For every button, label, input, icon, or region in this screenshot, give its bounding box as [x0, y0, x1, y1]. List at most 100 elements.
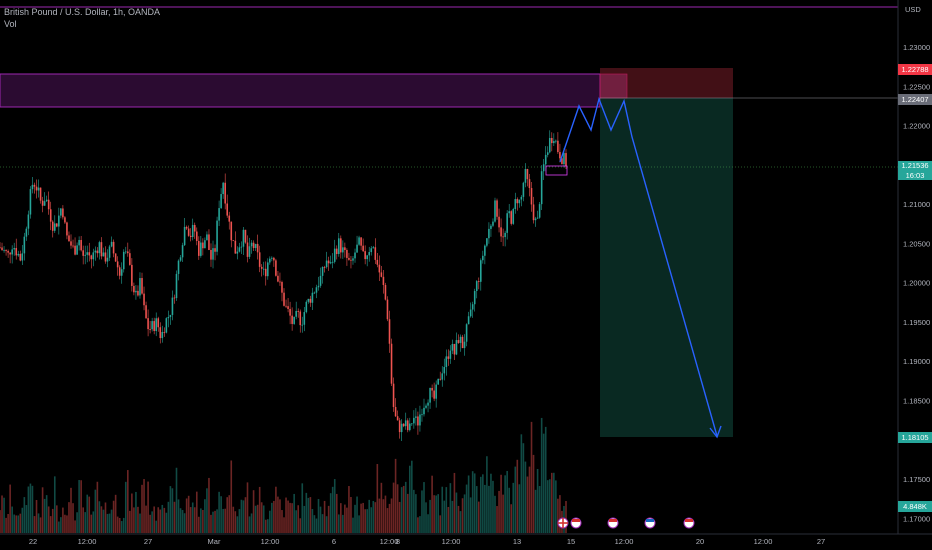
candle-body [498, 216, 500, 228]
volume-bar [246, 482, 249, 533]
volume-bar [285, 497, 287, 533]
volume-bar [396, 484, 399, 533]
volume-bar [31, 485, 34, 533]
stop-loss-zone[interactable] [600, 68, 733, 98]
candle-body [195, 231, 198, 241]
candle-body [135, 290, 137, 293]
chart-legend: British Pound / U.S. Dollar, 1h, OANDA V… [4, 6, 160, 30]
take-profit-zone[interactable] [600, 98, 733, 437]
candle-body [185, 226, 188, 229]
candle-body [502, 236, 504, 238]
candle-body [193, 224, 196, 232]
volume-bar [394, 458, 397, 533]
volume-bar [518, 484, 521, 533]
marker-box [545, 165, 568, 176]
volume-bar [94, 489, 97, 533]
candle-body [204, 240, 206, 249]
candle-body [206, 234, 208, 241]
volume-bar [553, 472, 555, 533]
candle-body [131, 264, 133, 286]
candle-body [467, 316, 470, 325]
candle-body [256, 243, 259, 253]
candle-body [354, 252, 356, 259]
volume-bar [398, 501, 401, 533]
volume-bar [254, 505, 257, 533]
volume-bar [104, 502, 107, 533]
candle-body [275, 260, 277, 276]
candle-body [455, 340, 458, 355]
volume-bar [287, 500, 289, 533]
volume-bar [39, 517, 42, 533]
candle-body [479, 260, 482, 282]
candle-body [553, 141, 555, 144]
volume-bar [496, 506, 498, 533]
candle-body [202, 242, 204, 249]
candle-body [118, 267, 121, 276]
volume-bar [417, 517, 419, 533]
candle-body [124, 251, 127, 253]
volume-bar [352, 517, 354, 533]
candle-body [68, 235, 70, 242]
candle-body [287, 306, 289, 309]
volume-bar [13, 514, 16, 533]
volume-bar [264, 519, 267, 533]
volume-bar [206, 488, 208, 533]
supply-zone-rect[interactable] [0, 73, 601, 108]
volume-bar [329, 493, 332, 533]
event-icons[interactable] [557, 517, 695, 529]
candle-body [260, 266, 263, 269]
projection-path[interactable] [559, 96, 718, 437]
countdown-tag: 16:03 [898, 171, 932, 180]
candle-body [13, 248, 16, 250]
candle-body [561, 158, 563, 165]
candle-body [53, 223, 56, 231]
volume-bar [133, 507, 135, 533]
volume-bar [408, 465, 411, 533]
candle-body [127, 251, 129, 254]
volume-bar [281, 510, 283, 533]
volume-bar [181, 510, 184, 533]
volume-bar [49, 516, 52, 533]
candle-body [167, 316, 170, 319]
candle-body [122, 251, 125, 270]
volume-bar [262, 505, 265, 533]
candle-body [429, 387, 431, 403]
candle-body [94, 250, 97, 253]
time-tick-label: 15 [567, 537, 575, 546]
candle-body [293, 316, 295, 324]
volume-bar [380, 482, 383, 533]
candle-body [151, 321, 153, 330]
volume-bar [175, 467, 178, 533]
candle-body [76, 245, 78, 255]
candle-body [228, 215, 231, 222]
candle-body [273, 257, 275, 261]
volume-bar [406, 493, 409, 533]
candle-body [457, 340, 460, 343]
volume-bar [56, 505, 58, 533]
candle-body [544, 154, 547, 165]
candle-body [526, 168, 529, 180]
candle-body [9, 252, 11, 255]
candle-body [58, 215, 60, 227]
candle-body [11, 249, 13, 255]
candle-body [139, 278, 141, 296]
volume-bar [504, 475, 506, 533]
volume-bar [459, 511, 462, 533]
volume-bar [198, 516, 200, 533]
volume-bar [376, 464, 379, 533]
volume-bar [277, 496, 279, 533]
volume-bar [463, 494, 466, 533]
volume-bar [311, 509, 314, 533]
candle-body [242, 229, 245, 247]
candle-body [258, 252, 261, 267]
candle-body [396, 416, 399, 421]
candle-body [557, 140, 559, 153]
volume-bar [62, 507, 64, 533]
volume-bar [291, 503, 293, 533]
candle-body [406, 420, 409, 431]
volume-bar [350, 496, 352, 533]
volume-bar [512, 482, 515, 533]
time-tick-label: 27 [144, 537, 152, 546]
projection-arrowhead [709, 425, 722, 439]
